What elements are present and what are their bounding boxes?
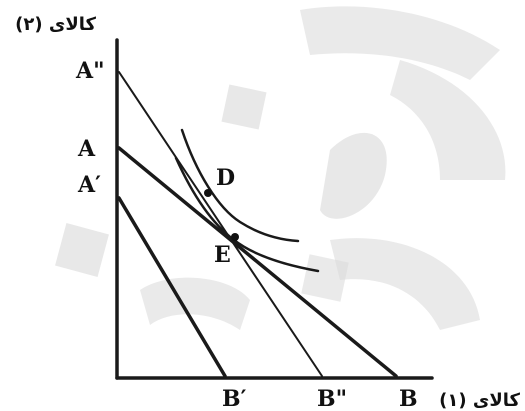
watermark-shape-lower-right bbox=[330, 238, 480, 330]
budget-line-a-prime-b-prime bbox=[117, 196, 227, 378]
y-label-a-double-prime: A" bbox=[75, 58, 105, 84]
x-axis-title: کالای (۱) bbox=[439, 390, 520, 411]
watermark bbox=[55, 6, 506, 330]
y-label-a-prime: A′ bbox=[77, 172, 101, 198]
watermark-square-1 bbox=[221, 84, 267, 130]
watermark-shape-top bbox=[300, 6, 500, 80]
watermark-shape-right bbox=[390, 60, 506, 180]
budget-line-a-b bbox=[117, 146, 398, 378]
point-e bbox=[231, 233, 239, 241]
budget-line-a-double-prime-b-double-prime bbox=[118, 71, 323, 377]
x-label-b-double-prime: B" bbox=[317, 386, 347, 411]
point-d bbox=[204, 189, 212, 197]
indifference-curve-d bbox=[180, 128, 300, 243]
point-d-label: D bbox=[216, 165, 235, 191]
watermark-square-3 bbox=[301, 254, 349, 302]
x-label-b: B bbox=[399, 386, 418, 411]
y-label-a: A bbox=[77, 136, 96, 162]
watermark-shape-bottom bbox=[140, 277, 250, 330]
point-e-label: E bbox=[214, 242, 231, 268]
watermark-square-2 bbox=[55, 223, 109, 277]
watermark-shape-mid bbox=[320, 132, 387, 219]
y-axis-title: کالای (۲) bbox=[15, 14, 96, 35]
x-label-b-prime: B′ bbox=[222, 386, 247, 411]
